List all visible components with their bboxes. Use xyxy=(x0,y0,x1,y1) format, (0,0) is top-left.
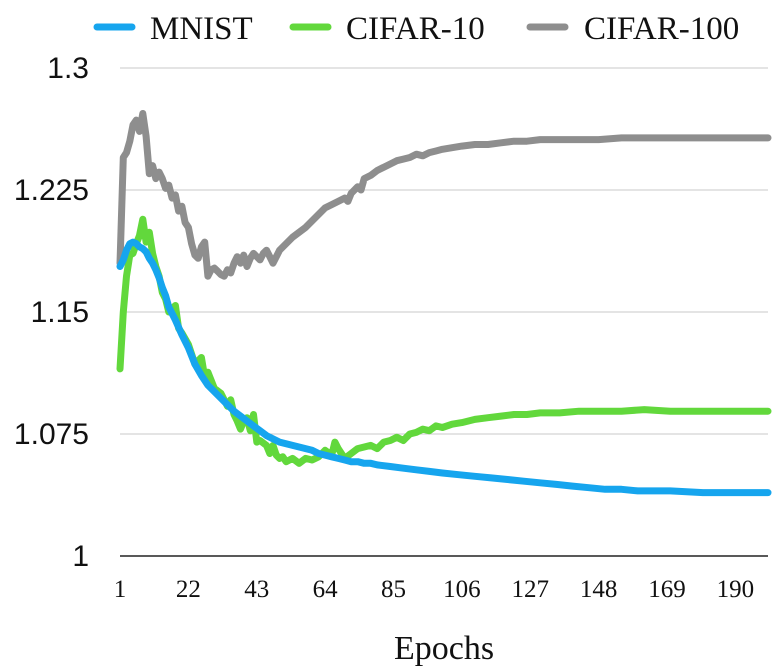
x-tick-label-1: 22 xyxy=(176,576,201,603)
x-axis-title: Epochs xyxy=(394,630,494,667)
x-tick-label-7: 148 xyxy=(580,576,618,603)
x-axis-tick-labels: 1 22 43 64 85 106 127 148 169 190 xyxy=(114,576,754,603)
series-line-cifar-100 xyxy=(116,110,772,280)
legend-label-cifar-100: CIFAR-100 xyxy=(584,11,739,47)
y-tick-label-1: 1.075 xyxy=(14,418,89,451)
y-axis-tick-labels: 1 1.075 1.15 1.225 1.3 xyxy=(14,52,89,573)
x-tick-label-0: 1 xyxy=(114,576,127,603)
gridlines xyxy=(120,67,768,435)
legend-label-mnist: MNIST xyxy=(150,11,253,47)
x-tick-label-4: 85 xyxy=(381,576,406,603)
y-tick-label-0: 1 xyxy=(72,540,89,573)
x-tick-label-5: 106 xyxy=(443,576,481,603)
x-tick-label-3: 64 xyxy=(313,576,339,603)
x-tick-label-9: 190 xyxy=(717,576,755,603)
series-line-mnist xyxy=(116,238,772,497)
x-tick-label-2: 43 xyxy=(244,576,269,603)
x-tick-label-6: 127 xyxy=(512,576,550,603)
legend-label-cifar-10: CIFAR-10 xyxy=(346,11,485,47)
legend: MNIST CIFAR-10 CIFAR-100 xyxy=(93,11,739,47)
y-tick-label-2: 1.15 xyxy=(31,296,89,329)
x-tick-label-8: 169 xyxy=(648,576,686,603)
series-line-cifar-10 xyxy=(116,215,772,467)
series-layer xyxy=(116,110,772,497)
y-tick-label-3: 1.225 xyxy=(14,174,89,207)
y-tick-label-4: 1.3 xyxy=(47,52,89,85)
